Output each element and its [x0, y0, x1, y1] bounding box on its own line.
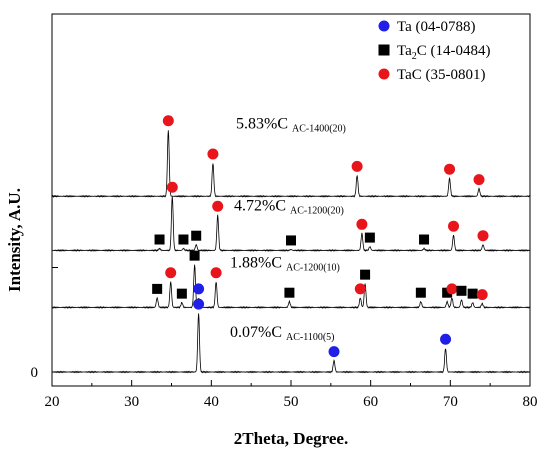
peak-marker-1-8 [360, 269, 371, 280]
peak-marker-1-4 [193, 283, 205, 295]
curve-label-main-0: 0.07%C [230, 324, 282, 341]
peak-marker-1-13 [467, 288, 478, 299]
peak-marker-2-8 [419, 234, 430, 245]
peak-marker-3-3 [444, 163, 456, 175]
peak-marker-2-9 [448, 220, 460, 232]
curve-label-main-3: 5.83%C [236, 115, 288, 132]
x-tick-label-20: 20 [45, 394, 60, 410]
curve-label-sub-3: AC-1400(20) [292, 123, 346, 134]
peak-marker-1-14 [476, 289, 488, 301]
xrd-curve-1 [52, 264, 530, 309]
peak-marker-1-12 [456, 285, 467, 296]
curve-label-sub-0: AC-1100(5) [286, 332, 335, 343]
legend-tac-marker [378, 68, 390, 80]
curve-label-sub-2: AC-1200(20) [290, 205, 344, 216]
peak-marker-1-1 [165, 267, 177, 279]
peak-marker-0-1 [328, 346, 340, 358]
x-tick-label-40: 40 [204, 394, 219, 410]
legend-ta2c-label-main: Ta [397, 43, 412, 59]
peak-marker-3-1 [207, 148, 219, 160]
legend-ta2c-label-sub: 2 [412, 51, 417, 62]
peak-marker-3-4 [473, 174, 485, 186]
peak-marker-3-2 [351, 160, 363, 172]
x-tick-label-80: 80 [523, 394, 538, 410]
x-tick-label-60: 60 [363, 394, 378, 410]
peak-marker-2-1 [166, 181, 178, 193]
curve-label-main-1: 1.88%C [230, 254, 282, 271]
x-axis-title: 2Theta, Degree. [234, 429, 348, 448]
peak-marker-1-6 [284, 287, 295, 298]
curve-label-sub-1: AC-1200(10) [286, 262, 340, 273]
xrd-curve-2 [52, 196, 530, 252]
legend-ta2c-marker [378, 44, 390, 56]
xrd-curve-0 [52, 313, 530, 374]
peak-marker-2-0 [154, 234, 165, 245]
peak-marker-0-0 [193, 298, 205, 310]
legend-ta-marker [378, 20, 390, 32]
legend-tac-label: TaC (35-0801) [397, 67, 486, 83]
curve-label-1: 1.88%C AC-1200(10) [230, 254, 340, 273]
peak-marker-2-10 [477, 230, 489, 242]
peak-marker-2-6 [356, 218, 368, 230]
peak-marker-2-5 [286, 235, 296, 246]
peak-marker-1-5 [210, 267, 222, 279]
legend-ta2c-label-rest: C (14-0484) [417, 43, 491, 59]
curve-label-0: 0.07%C AC-1100(5) [230, 324, 335, 343]
legend-ta-label: Ta (04-0788) [397, 19, 476, 35]
legend-ta2c-label: Ta2C (14-0484) [397, 43, 491, 62]
peak-marker-2-2 [178, 234, 189, 245]
xrd-curve-3 [52, 130, 530, 198]
peak-marker-2-4 [212, 200, 224, 212]
peak-marker-3-0 [162, 115, 174, 127]
curve-label-2: 4.72%C AC-1200(20) [234, 197, 344, 216]
curve-label-3: 5.83%C AC-1400(20) [236, 115, 346, 134]
diffraction-curves [52, 130, 530, 374]
peak-marker-1-10 [442, 287, 453, 298]
phase-markers [152, 115, 489, 358]
axis-ticks: 20 30 40 50 60 70 80 0 [31, 195, 538, 410]
curve-label-main-2: 4.72%C [234, 197, 286, 214]
peak-marker-1-9 [415, 287, 426, 298]
x-tick-label-50: 50 [284, 394, 299, 410]
x-tick-label-30: 30 [124, 394, 139, 410]
curve-labels: 0.07%C AC-1100(5) 1.88%C AC-1200(10) 4.72%C A… [230, 115, 346, 343]
peak-marker-0-2 [440, 333, 452, 345]
y-axis-title: Intensity, A.U. [5, 188, 24, 292]
peak-marker-1-2 [176, 288, 187, 299]
peak-marker-1-0 [152, 283, 163, 294]
peak-marker-2-7 [364, 232, 375, 243]
peak-marker-2-3 [191, 230, 202, 241]
legend: Ta (04-0788) Ta2C (14-0484) TaC (35-0801… [378, 19, 491, 83]
x-tick-label-70: 70 [443, 394, 458, 410]
peak-marker-1-11 [446, 283, 458, 295]
peak-marker-1-7 [354, 283, 366, 295]
y-tick-label-0: 0 [31, 365, 39, 381]
peak-marker-1-3 [189, 250, 200, 261]
